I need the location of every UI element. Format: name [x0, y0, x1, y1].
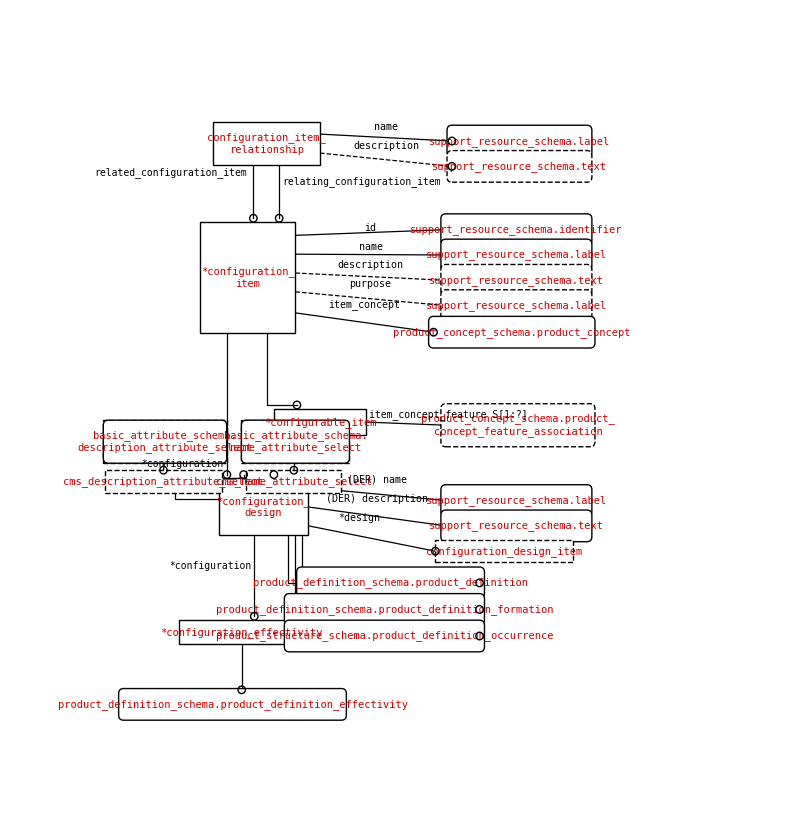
Text: configuration_design_item: configuration_design_item — [426, 546, 583, 556]
FancyBboxPatch shape — [119, 689, 346, 720]
Text: support_resource_schema.text: support_resource_schema.text — [429, 520, 604, 531]
Text: *configuration_
design: *configuration_ design — [216, 496, 310, 518]
Bar — [212, 122, 320, 165]
Text: name: name — [359, 242, 383, 252]
Text: cms_name_attribute_select: cms_name_attribute_select — [215, 476, 372, 487]
FancyBboxPatch shape — [441, 510, 592, 542]
Text: configuration_item_
relationship: configuration_item_ relationship — [207, 132, 326, 155]
Text: product_definition_schema.product_definition_formation: product_definition_schema.product_defini… — [215, 604, 553, 615]
FancyBboxPatch shape — [441, 214, 592, 246]
Text: id: id — [364, 223, 377, 233]
Text: product_concept_schema.product_
concept_feature_association: product_concept_schema.product_ concept_… — [421, 413, 615, 437]
Text: relating_configuration_item: relating_configuration_item — [282, 177, 441, 187]
Text: purpose: purpose — [349, 279, 391, 289]
Bar — [242, 420, 349, 464]
Bar — [274, 409, 366, 436]
Text: name: name — [374, 122, 398, 132]
Text: related_configuration_item: related_configuration_item — [94, 167, 247, 178]
FancyBboxPatch shape — [242, 420, 349, 464]
Bar — [105, 470, 222, 493]
Text: support_resource_schema.identifier: support_resource_schema.identifier — [410, 224, 623, 235]
Text: description: description — [353, 141, 419, 150]
Text: item_concept_feature S[1:?]: item_concept_feature S[1:?] — [369, 409, 527, 419]
FancyBboxPatch shape — [284, 620, 485, 652]
Text: support_resource_schema.text: support_resource_schema.text — [432, 161, 607, 172]
Bar — [219, 478, 308, 535]
Text: description: description — [337, 261, 404, 270]
FancyBboxPatch shape — [103, 420, 227, 464]
Text: support_resource_schema.label: support_resource_schema.label — [428, 136, 610, 146]
Bar — [436, 540, 573, 562]
Text: support_resource_schema.label: support_resource_schema.label — [426, 250, 607, 261]
Text: *configuration: *configuration — [142, 459, 224, 469]
FancyBboxPatch shape — [447, 150, 592, 182]
FancyBboxPatch shape — [297, 567, 485, 598]
Text: (DER) name: (DER) name — [347, 475, 407, 485]
FancyBboxPatch shape — [428, 316, 595, 348]
Bar — [200, 222, 295, 333]
Text: support_resource_schema.label: support_resource_schema.label — [426, 495, 607, 506]
FancyBboxPatch shape — [441, 404, 595, 446]
Bar — [179, 620, 305, 644]
FancyBboxPatch shape — [441, 239, 592, 270]
Text: (DER) description: (DER) description — [326, 494, 428, 505]
Text: basic_attribute_schema.
name_attribute_select: basic_attribute_schema. name_attribute_s… — [223, 430, 367, 454]
Text: cms_description_attribute_select: cms_description_attribute_select — [63, 476, 264, 487]
Text: product_definition_schema.product_definition_effectivity: product_definition_schema.product_defini… — [58, 699, 408, 710]
Text: *configuration_effectivity: *configuration_effectivity — [161, 626, 323, 638]
FancyBboxPatch shape — [441, 265, 592, 296]
FancyBboxPatch shape — [447, 125, 592, 157]
Text: item_concept: item_concept — [329, 299, 401, 311]
Text: *configurable_item: *configurable_item — [264, 417, 376, 427]
Text: *design: *design — [338, 513, 380, 523]
FancyBboxPatch shape — [284, 593, 485, 626]
Text: *configuration_
item: *configuration_ item — [201, 266, 295, 289]
Bar — [246, 470, 341, 493]
Text: *configuration: *configuration — [169, 561, 251, 571]
Text: support_resource_schema.label: support_resource_schema.label — [426, 300, 607, 311]
FancyBboxPatch shape — [441, 485, 592, 516]
Text: product_concept_schema.product_concept: product_concept_schema.product_concept — [393, 326, 630, 338]
Text: product_definition_schema.product_definition: product_definition_schema.product_defini… — [253, 577, 528, 589]
Bar — [103, 420, 227, 464]
Text: basic_attribute_schema.
description_attribute_select: basic_attribute_schema. description_attr… — [78, 430, 253, 454]
Text: product_structure_schema.product_definition_occurrence: product_structure_schema.product_definit… — [215, 630, 553, 641]
Text: support_resource_schema.text: support_resource_schema.text — [429, 275, 604, 286]
FancyBboxPatch shape — [441, 290, 592, 321]
